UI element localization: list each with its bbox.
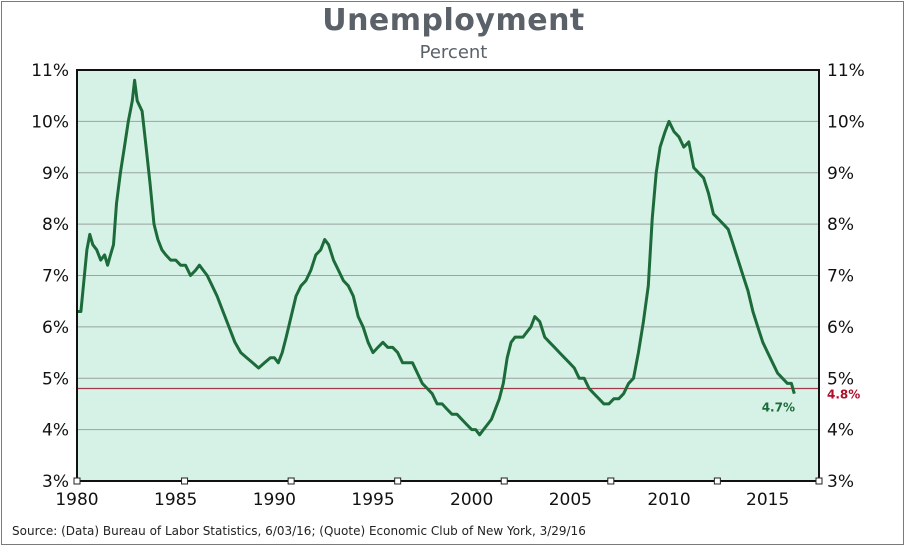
- y-tick-label-left: 9%: [42, 164, 69, 184]
- chart-subtitle: Percent: [419, 42, 488, 63]
- y-tick-label-left: 8%: [42, 215, 69, 235]
- y-tick-label-right: 4%: [827, 421, 854, 441]
- x-tick-mark: [287, 477, 295, 485]
- y-tick-label-right: 9%: [827, 164, 854, 184]
- y-tick-label-right: 7%: [827, 267, 854, 287]
- x-axis-tick-marks: [73, 477, 823, 485]
- x-tick-mark: [815, 477, 823, 485]
- source-note: Source: (Data) Bureau of Labor Statistic…: [12, 524, 586, 538]
- x-tick-label: 2005: [549, 490, 592, 510]
- x-tick-mark: [73, 477, 81, 485]
- y-tick-label-right: 8%: [827, 215, 854, 235]
- x-tick-label: 1980: [55, 490, 98, 510]
- plot-border: [76, 69, 820, 482]
- x-tick-label: 2015: [746, 490, 789, 510]
- series-line-unemployment: [77, 78, 796, 437]
- x-tick-label: 1990: [253, 490, 296, 510]
- last-value-label: 4.7%: [762, 401, 795, 415]
- y-tick-label-left: 5%: [42, 369, 69, 389]
- y-tick-label-left: 11%: [31, 61, 69, 81]
- x-tick-mark: [181, 477, 189, 485]
- y-tick-label-left: 6%: [42, 318, 69, 338]
- y-tick-label-right: 10%: [827, 112, 865, 132]
- y-tick-label-right: 11%: [827, 61, 865, 81]
- x-tick-label: 2010: [647, 490, 690, 510]
- x-tick-label: 1985: [154, 490, 197, 510]
- y-axis-right: 3% 4% 5% 6% 7% 8% 9% 10% 11%: [827, 61, 865, 492]
- x-tick-mark: [607, 477, 615, 485]
- y-tick-label-left: 3%: [42, 472, 69, 492]
- y-tick-label-left: 4%: [42, 421, 69, 441]
- y-tick-label-right: 3%: [827, 472, 854, 492]
- chart-title: Unemployment: [322, 3, 585, 38]
- y-tick-label-left: 10%: [31, 112, 69, 132]
- y-tick-label-right: 6%: [827, 318, 854, 338]
- x-axis: 1980 1985 1990 1995 2000 2005 2010 2015: [55, 490, 789, 510]
- x-tick-mark: [500, 477, 508, 485]
- x-tick-label: 1995: [351, 490, 394, 510]
- x-tick-mark: [713, 477, 721, 485]
- reference-line-label: 4.8%: [827, 388, 860, 402]
- y-tick-label-right: 5%: [827, 369, 854, 389]
- x-tick-label: 2000: [450, 490, 493, 510]
- y-tick-label-left: 7%: [42, 267, 69, 287]
- x-tick-mark: [394, 477, 402, 485]
- y-axis-left: 3% 4% 5% 6% 7% 8% 9% 10% 11%: [31, 61, 69, 492]
- grid-lines: [77, 120, 819, 431]
